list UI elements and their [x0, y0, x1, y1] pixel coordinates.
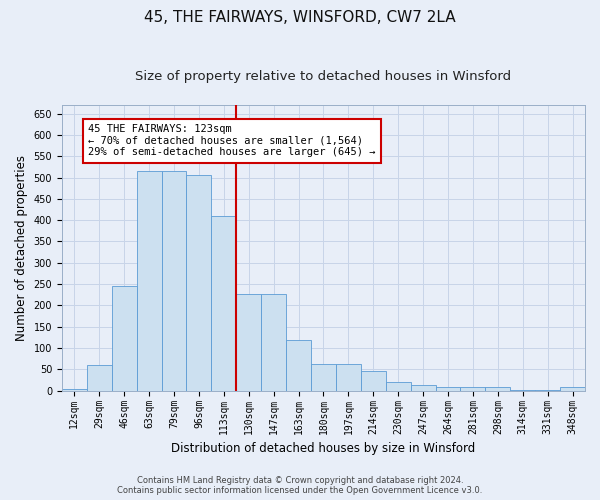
- Bar: [236, 294, 261, 391]
- Bar: [410, 385, 436, 391]
- Bar: [460, 386, 485, 391]
- X-axis label: Distribution of detached houses by size in Winsford: Distribution of detached houses by size …: [172, 442, 476, 455]
- Text: Contains HM Land Registry data © Crown copyright and database right 2024.
Contai: Contains HM Land Registry data © Crown c…: [118, 476, 482, 495]
- Bar: [62, 388, 87, 391]
- Bar: [386, 382, 410, 391]
- Bar: [311, 364, 336, 391]
- Bar: [560, 388, 585, 391]
- Text: 45 THE FAIRWAYS: 123sqm
← 70% of detached houses are smaller (1,564)
29% of semi: 45 THE FAIRWAYS: 123sqm ← 70% of detache…: [88, 124, 376, 158]
- Bar: [211, 216, 236, 391]
- Bar: [261, 294, 286, 391]
- Bar: [87, 365, 112, 391]
- Bar: [436, 386, 460, 391]
- Bar: [336, 364, 361, 391]
- Bar: [137, 170, 161, 391]
- Bar: [161, 170, 187, 391]
- Text: 45, THE FAIRWAYS, WINSFORD, CW7 2LA: 45, THE FAIRWAYS, WINSFORD, CW7 2LA: [144, 10, 456, 25]
- Bar: [361, 371, 386, 391]
- Bar: [485, 388, 510, 391]
- Bar: [510, 390, 535, 391]
- Bar: [286, 340, 311, 391]
- Bar: [535, 390, 560, 391]
- Y-axis label: Number of detached properties: Number of detached properties: [15, 155, 28, 341]
- Title: Size of property relative to detached houses in Winsford: Size of property relative to detached ho…: [136, 70, 512, 83]
- Bar: [187, 176, 211, 391]
- Bar: [112, 286, 137, 391]
